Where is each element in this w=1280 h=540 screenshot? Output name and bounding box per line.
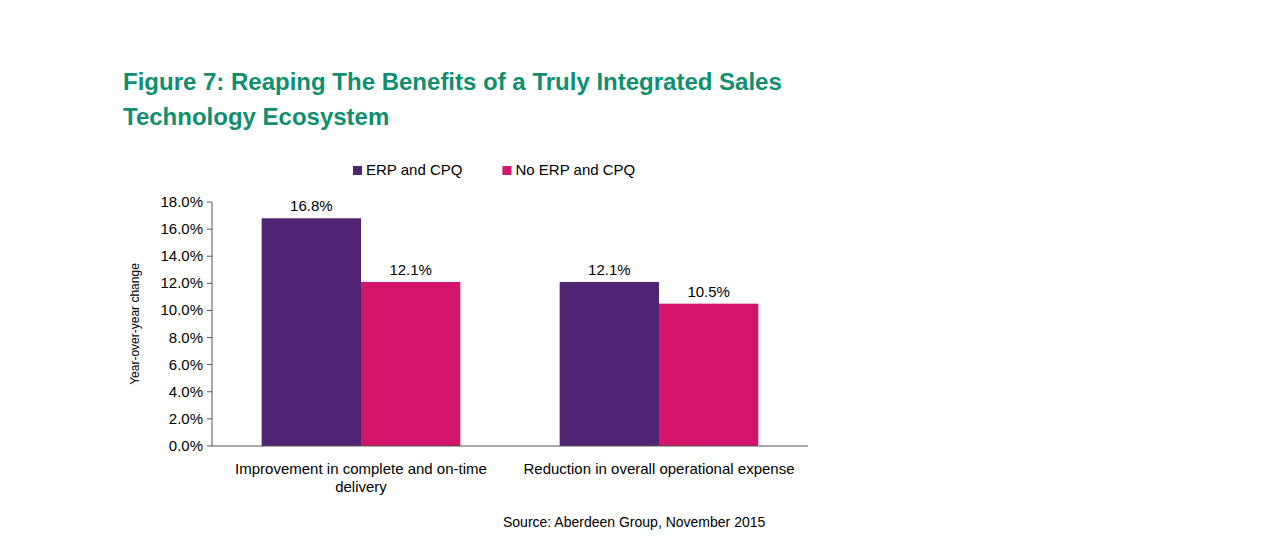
data-label: 10.5% [687,283,730,300]
y-tick-label: 16.0% [160,220,203,237]
chart-svg: Figure 7: Reaping The Benefits of a Trul… [0,0,1280,540]
y-tick [207,283,212,284]
y-tick [207,202,212,203]
text-line: Figure 7: Reaping The Benefits of a Trul… [123,68,782,95]
data-label: 12.1% [389,261,432,278]
y-tick-label: 8.0% [169,329,203,346]
text-line: Technology Ecosystem [123,103,389,130]
y-tick [207,337,212,338]
bar [361,282,460,446]
y-tick [207,310,212,311]
legend-label: No ERP and CPQ [515,161,635,178]
y-tick [207,418,212,419]
text-line: Reduction in overall operational expense [523,460,794,477]
y-tick-label: 2.0% [169,410,203,427]
y-tick-label: 4.0% [169,383,203,400]
chart-title: Figure 7: Reaping The Benefits of a Trul… [123,68,782,130]
bars [262,218,759,446]
y-tick-label: 14.0% [160,247,203,264]
y-axis-label: Year-over-year change [128,263,142,385]
x-tick-labels: Improvement in complete and on-timedeliv… [235,460,794,495]
y-tick-label: 18.0% [160,193,203,210]
y-ticks: 0.0% 2.0% 4.0% 6.0% 8.0% 10.0% 12.0% 14.0% 16.0%… [160,193,212,454]
legend-swatch [502,166,511,175]
text-line: delivery [335,478,387,495]
bar [262,218,361,446]
bar [560,282,659,446]
y-axis-line [212,202,213,446]
legend-label: ERP and CPQ [366,161,462,178]
legend: ERP and CPQ No ERP and CPQ [353,161,635,178]
legend-swatch [353,166,362,175]
y-tick [207,256,212,257]
y-tick [207,229,212,230]
y-tick-label: 12.0% [160,274,203,291]
data-label: 16.8% [290,197,333,214]
data-labels: 16.8% 12.1% 12.1% 10.5% [290,197,730,299]
x-tick-label: Improvement in complete and on-timedeliv… [235,460,487,495]
source-note: Source: Aberdeen Group, November 2015 [503,514,765,530]
x-tick-label: Reduction in overall operational expense [523,460,794,477]
y-tick [207,446,212,447]
x-axis-line [212,446,808,447]
data-label: 12.1% [588,261,631,278]
bar [659,304,758,446]
y-tick [207,364,212,365]
y-tick-label: 0.0% [169,437,203,454]
y-tick-label: 6.0% [169,356,203,373]
text-line: Improvement in complete and on-time [235,460,487,477]
y-tick-label: 10.0% [160,301,203,318]
y-tick [207,391,212,392]
chart-root: Figure 7: Reaping The Benefits of a Trul… [0,0,1280,540]
